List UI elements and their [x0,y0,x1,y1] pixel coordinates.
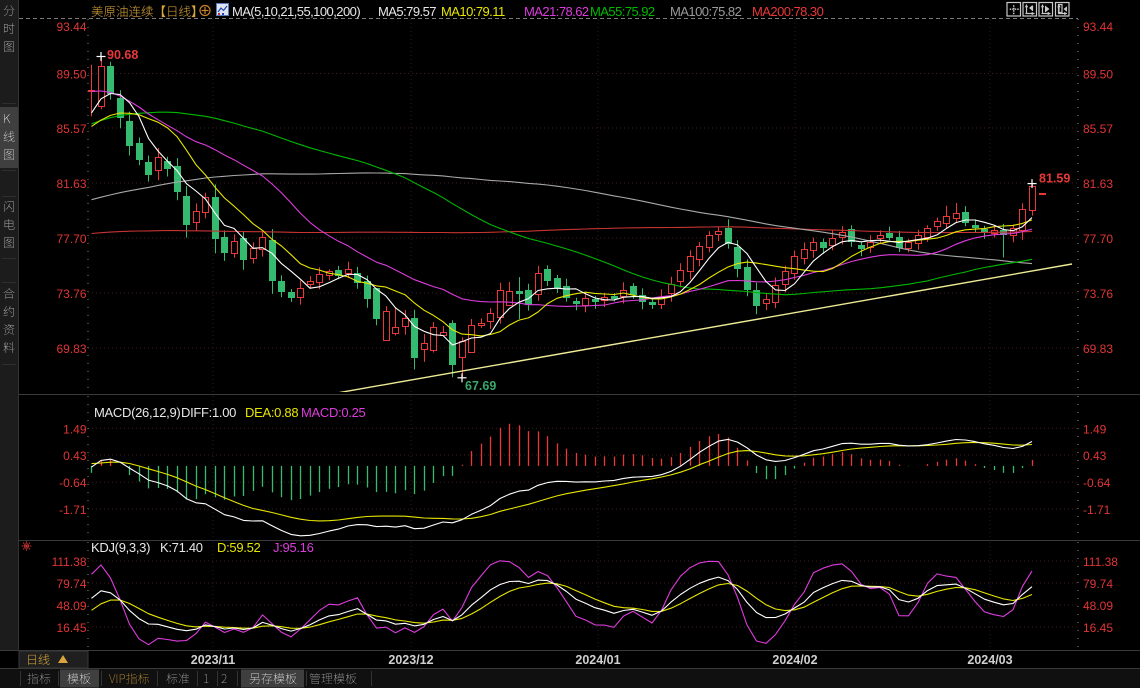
svg-text:79.74: 79.74 [1083,577,1113,591]
svg-text:MA200:78.30: MA200:78.30 [752,4,824,19]
svg-text:J:95.16: J:95.16 [273,540,314,555]
svg-text:85.57: 85.57 [56,122,86,136]
svg-text:MACD:0.25: MACD:0.25 [301,405,366,420]
svg-text:1.49: 1.49 [1083,422,1107,436]
svg-text:73.76: 73.76 [56,287,86,301]
svg-text:-1.71: -1.71 [59,503,87,517]
svg-text:48.09: 48.09 [56,599,86,613]
svg-text:D:59.52: D:59.52 [217,540,261,555]
svg-text:111.38: 111.38 [52,555,87,569]
svg-text:-1.71: -1.71 [1083,503,1111,517]
svg-text:90.68: 90.68 [107,48,138,62]
svg-text:-0.64: -0.64 [59,476,87,490]
svg-text:KDJ(9,3,3): KDJ(9,3,3) [91,540,150,555]
svg-text:-0.64: -0.64 [1083,476,1111,490]
svg-text:MACD(26,12,9): MACD(26,12,9) [94,405,180,420]
svg-text:16.45: 16.45 [56,621,86,635]
svg-text:DEA:0.88: DEA:0.88 [245,405,298,420]
svg-text:93.44: 93.44 [1083,20,1113,34]
svg-text:89.50: 89.50 [56,68,86,82]
svg-text:85.57: 85.57 [1083,122,1113,136]
svg-text:93.44: 93.44 [56,20,86,34]
svg-text:77.70: 77.70 [1083,232,1113,246]
svg-text:2024/01: 2024/01 [575,653,620,667]
svg-text:48.09: 48.09 [1083,599,1113,613]
svg-text:1.49: 1.49 [63,422,87,436]
svg-text:MA55:75.92: MA55:75.92 [590,4,655,19]
svg-text:0.43: 0.43 [63,449,87,463]
svg-text:2023/11: 2023/11 [191,653,236,667]
svg-text:69.83: 69.83 [1083,342,1113,356]
svg-text:K:71.40: K:71.40 [160,540,203,555]
svg-text:0.43: 0.43 [1083,449,1107,463]
svg-text:81.59: 81.59 [1039,172,1070,186]
svg-text:DIFF:1.00: DIFF:1.00 [181,405,236,420]
svg-text:MA21:78.62: MA21:78.62 [524,4,589,19]
svg-text:MA(5,10,21,55,100,200): MA(5,10,21,55,100,200) [232,4,360,19]
svg-text:67.69: 67.69 [465,379,496,393]
svg-text:2024/02: 2024/02 [772,653,817,667]
svg-text:MA5:79.57: MA5:79.57 [378,4,436,19]
svg-text:2024/03: 2024/03 [967,653,1012,667]
svg-text:81.63: 81.63 [56,177,86,191]
svg-text:79.74: 79.74 [56,577,86,591]
svg-text:111.38: 111.38 [1083,555,1118,569]
svg-text:69.83: 69.83 [56,342,86,356]
svg-text:16.45: 16.45 [1083,621,1113,635]
svg-text:MA10:79.11: MA10:79.11 [441,4,505,19]
svg-text:77.70: 77.70 [56,232,86,246]
svg-text:MA100:75.82: MA100:75.82 [670,4,742,19]
svg-text:2023/12: 2023/12 [388,653,433,667]
svg-text:81.63: 81.63 [1083,177,1113,191]
svg-text:89.50: 89.50 [1083,68,1113,82]
svg-text:73.76: 73.76 [1083,287,1113,301]
